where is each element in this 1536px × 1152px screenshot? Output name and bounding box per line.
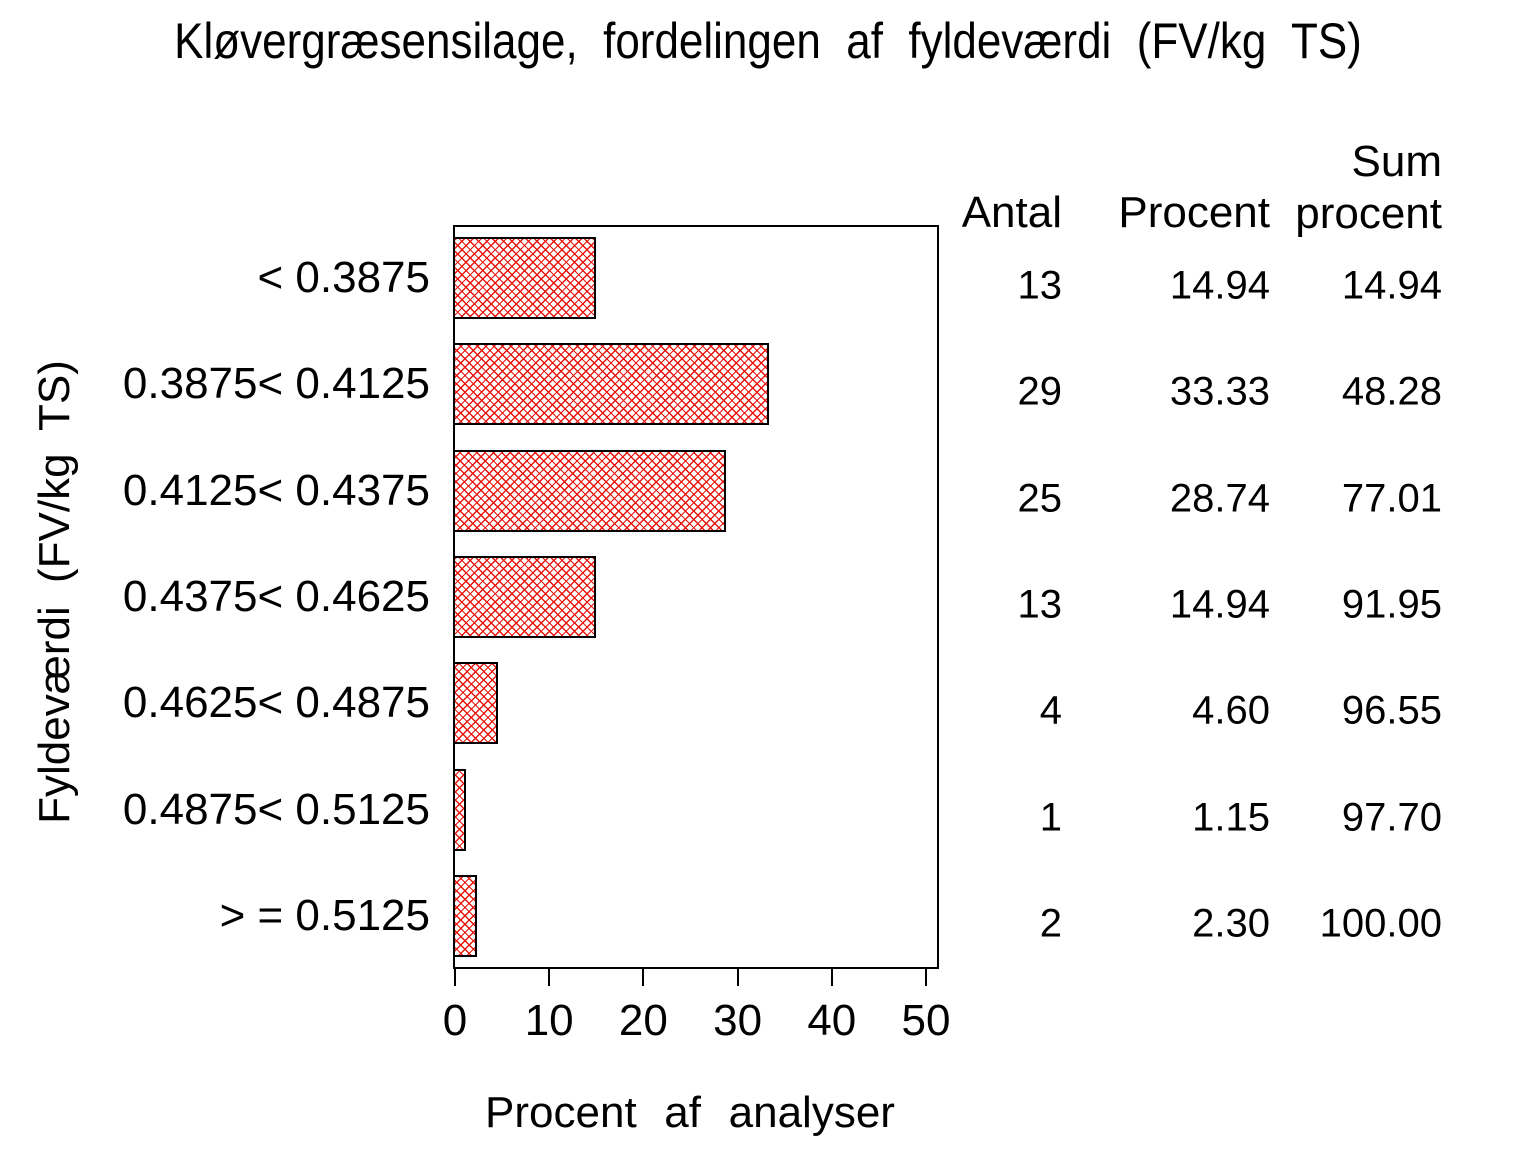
procent-value: 14.94 (1169, 582, 1270, 627)
category-label: 0.4125< 0.4375 (122, 465, 430, 515)
column-header-sum-procent: Sum procent (1295, 136, 1442, 240)
x-tick-label: 0 (442, 996, 468, 1045)
x-tick-label: 30 (713, 996, 763, 1045)
category-label: 0.4625< 0.4875 (122, 678, 430, 728)
antal-value: 4 (1039, 688, 1062, 733)
antal-value: 25 (1017, 476, 1063, 521)
antal-value: 13 (1017, 582, 1063, 627)
bar-row: 0.3875< 0.4125 29 33.33 48.28 (0, 331, 1536, 437)
column-header-sum-line2: procent (1295, 189, 1442, 238)
x-axis-tick (642, 969, 645, 986)
x-axis-label: Procent af analyser (485, 1088, 895, 1137)
procent-value: 1.15 (1192, 795, 1270, 840)
column-header-sum-line1: Sum (1351, 137, 1442, 186)
chart-title: Kløvergræsensilage, fordelingen af fylde… (174, 13, 1362, 69)
sum-procent-value: 77.01 (1341, 476, 1442, 521)
x-axis-tick (830, 969, 833, 986)
x-axis-tick (454, 969, 456, 986)
bar-row: 0.4875< 0.5125 1 1.15 97.70 (0, 757, 1536, 863)
sum-procent-value: 91.95 (1341, 582, 1442, 627)
procent-value: 14.94 (1169, 263, 1270, 308)
sum-procent-value: 97.70 (1341, 795, 1442, 840)
column-header-antal: Antal (961, 188, 1062, 237)
category-label: 0.4875< 0.5125 (122, 784, 430, 834)
bar-row: 0.4375< 0.4625 13 14.94 91.95 (0, 544, 1536, 650)
bar (453, 874, 477, 957)
antal-value: 29 (1017, 369, 1063, 414)
bar-row: 0.4125< 0.4375 25 28.74 77.01 (0, 438, 1536, 544)
x-tick-label: 40 (807, 996, 857, 1045)
antal-value: 13 (1017, 263, 1063, 308)
category-label: > = 0.5125 (219, 890, 430, 940)
bar-row: > = 0.5125 2 2.30 100.00 (0, 863, 1536, 969)
procent-value: 33.33 (1169, 369, 1270, 414)
bar-row: 0.4625< 0.4875 4 4.60 96.55 (0, 650, 1536, 756)
x-tick-label: 50 (901, 996, 951, 1045)
sum-procent-value: 14.94 (1341, 263, 1442, 308)
sum-procent-value: 100.00 (1319, 901, 1442, 946)
sum-procent-value: 48.28 (1341, 369, 1442, 414)
bar-row: < 0.3875 13 14.94 14.94 (0, 225, 1536, 331)
bar (453, 556, 596, 639)
bar (453, 449, 726, 532)
bar (453, 343, 769, 426)
antal-value: 2 (1039, 901, 1062, 946)
procent-value: 4.60 (1192, 688, 1270, 733)
sum-procent-value: 96.55 (1341, 688, 1442, 733)
column-header-procent: Procent (1118, 188, 1270, 237)
x-axis-tick (925, 969, 927, 986)
bar (453, 662, 499, 745)
procent-value: 2.30 (1192, 901, 1270, 946)
category-label: 0.3875< 0.4125 (122, 359, 430, 409)
x-axis-tick (548, 969, 551, 986)
x-tick-label: 20 (618, 996, 668, 1045)
category-label: 0.4375< 0.4625 (122, 572, 430, 622)
procent-value: 28.74 (1169, 476, 1270, 521)
bar (453, 237, 596, 320)
category-label: < 0.3875 (257, 253, 431, 303)
antal-value: 1 (1039, 795, 1062, 840)
x-tick-label: 10 (524, 996, 574, 1045)
bar (453, 768, 466, 851)
x-axis-tick (736, 969, 739, 986)
